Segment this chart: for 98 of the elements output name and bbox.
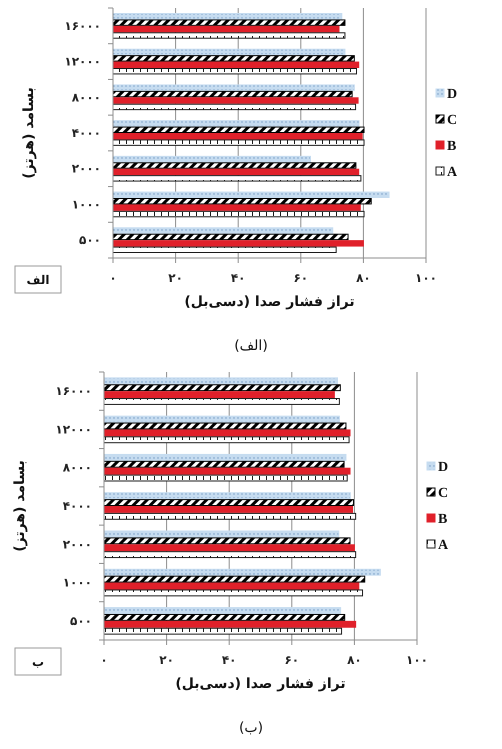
bar <box>112 62 360 68</box>
y-tick-label: ۱۶۰۰۰ <box>64 18 101 33</box>
bar <box>112 55 355 62</box>
bar <box>112 19 346 26</box>
x-tick-label: ۱۰۰ <box>415 271 437 285</box>
y-tick-label: ۵۰۰ <box>70 614 92 628</box>
legend-label: A <box>438 538 449 553</box>
bar <box>104 422 346 430</box>
x-tick-label: ۴۰ <box>222 653 237 667</box>
legend-label: C <box>438 486 448 501</box>
x-tick-label: ۱۰۰ <box>406 653 428 667</box>
bar <box>112 68 358 74</box>
bar <box>104 454 346 461</box>
y-tick-label: ۵۰۰ <box>79 233 101 248</box>
x-tick-label: ۶۰ <box>293 271 308 285</box>
bar <box>104 492 351 500</box>
bar <box>104 614 346 621</box>
bar <box>112 240 364 247</box>
x-tick-label: ۰ <box>100 653 108 667</box>
bar <box>112 234 349 240</box>
bar <box>104 551 356 558</box>
bar <box>112 175 362 182</box>
x-tick-label: ۲۰ <box>168 271 183 285</box>
bar <box>104 537 351 544</box>
bar <box>104 582 360 590</box>
bar <box>112 90 353 98</box>
text: ب <box>32 655 44 669</box>
bar <box>112 120 360 127</box>
bar <box>104 506 354 513</box>
bar <box>112 210 365 218</box>
y-tick-label: ۴۰۰۰ <box>62 499 92 513</box>
bar <box>112 168 360 176</box>
bar <box>112 246 337 253</box>
y-tick-label: ۲۰۰۰ <box>62 537 92 552</box>
x-tick-label: ۸۰ <box>356 271 371 285</box>
bar <box>104 512 356 520</box>
y-tick-label: ۱۲۰۰۰ <box>55 422 92 436</box>
legend-label: B <box>447 139 456 154</box>
bar <box>104 589 364 596</box>
bar <box>112 162 356 169</box>
bar <box>104 474 348 482</box>
x-tick-label: ۸۰ <box>347 653 362 667</box>
bar <box>104 460 345 468</box>
bar <box>112 192 390 198</box>
bar <box>104 436 350 444</box>
bar <box>112 139 365 146</box>
text: الف <box>26 273 50 287</box>
bar <box>104 468 351 475</box>
x-tick-label: ۴۰ <box>230 271 246 285</box>
bar <box>104 576 366 583</box>
legend-label: D <box>438 460 448 475</box>
bar <box>112 104 356 110</box>
x-axis-title: تراز فشار صدا (دسی‌بل) <box>184 294 355 310</box>
bar <box>104 384 341 392</box>
bar <box>104 628 342 635</box>
y-tick-label: ۲۰۰۰ <box>72 162 101 176</box>
bar <box>104 620 356 628</box>
legend-label: B <box>438 512 448 527</box>
x-tick-label: ۰ <box>109 271 117 285</box>
bar <box>112 133 363 140</box>
y-axis-title: بسامد (هرتز) <box>12 460 28 552</box>
bar <box>104 391 335 398</box>
y-tick-label: ۱۰۰۰ <box>72 197 101 212</box>
bar <box>112 48 346 56</box>
y-tick-label: ۸۰۰۰ <box>72 90 101 104</box>
bar <box>104 544 355 552</box>
bar <box>112 126 365 133</box>
legend-label: D <box>447 87 458 102</box>
bar <box>104 568 381 576</box>
bar <box>112 227 334 234</box>
x-axis-title: تراز فشار صدا (دسی‌بل) <box>175 676 346 692</box>
bar <box>104 607 342 614</box>
bar <box>112 156 312 162</box>
bar <box>104 377 338 384</box>
bar <box>112 198 372 204</box>
y-tick-label: ۱۶۰۰۰ <box>55 384 92 398</box>
x-tick-label: ۶۰ <box>284 653 300 667</box>
bar <box>104 530 340 538</box>
y-tick-label: ۱۲۰۰۰ <box>64 54 101 69</box>
bar <box>104 398 340 405</box>
bar <box>112 32 346 39</box>
bar <box>112 204 361 211</box>
text: (الف) <box>234 338 268 354</box>
y-tick-label: ۱۰۰۰ <box>62 576 92 590</box>
legend-label: C <box>447 113 458 128</box>
y-axis-title: بسامد (هرتز) <box>21 87 37 179</box>
y-tick-label: ۸۰۰۰ <box>62 460 92 475</box>
bar <box>104 429 351 436</box>
bar <box>112 84 355 91</box>
text: (ب) <box>238 720 264 736</box>
x-tick-label: ۲۰ <box>159 653 174 667</box>
bar <box>112 97 359 104</box>
y-tick-label: ۴۰۰۰ <box>72 126 101 140</box>
legend-label: A <box>447 165 458 180</box>
bar <box>112 13 342 20</box>
bar <box>104 499 354 506</box>
bar <box>104 416 340 423</box>
bar <box>112 26 340 32</box>
